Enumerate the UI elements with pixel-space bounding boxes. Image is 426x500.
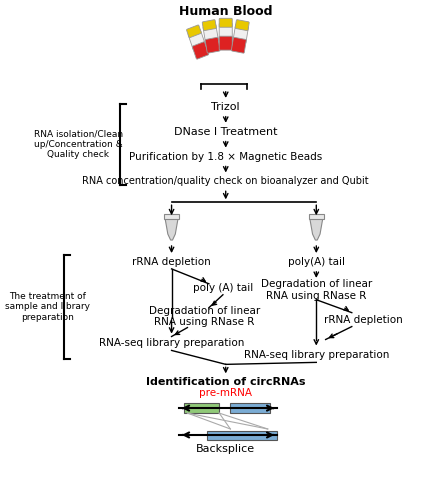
FancyBboxPatch shape xyxy=(233,24,248,44)
Text: rRNA depletion: rRNA depletion xyxy=(132,257,211,267)
Text: Degradation of linear
RNA using RNase R: Degradation of linear RNA using RNase R xyxy=(261,279,372,300)
Bar xyxy=(207,431,277,440)
Bar xyxy=(309,214,324,219)
FancyBboxPatch shape xyxy=(219,18,232,27)
Text: pre-mRNA: pre-mRNA xyxy=(199,388,252,398)
FancyBboxPatch shape xyxy=(219,24,232,40)
Polygon shape xyxy=(310,218,323,240)
Bar xyxy=(184,403,219,413)
FancyBboxPatch shape xyxy=(203,24,219,44)
FancyBboxPatch shape xyxy=(205,38,220,53)
Text: rRNA depletion: rRNA depletion xyxy=(324,314,403,324)
Bar xyxy=(230,403,270,413)
Text: poly(A) tail: poly(A) tail xyxy=(288,257,345,267)
Text: RNA-seq library preparation: RNA-seq library preparation xyxy=(99,338,244,348)
Text: Human Blood: Human Blood xyxy=(179,5,273,18)
FancyBboxPatch shape xyxy=(187,25,201,38)
Text: Trizol: Trizol xyxy=(211,102,240,112)
Text: poly (A) tail: poly (A) tail xyxy=(193,283,253,293)
Text: RNA isolation/Clean
up/Concentration &
Quality check: RNA isolation/Clean up/Concentration & Q… xyxy=(34,130,123,160)
Text: Backsplice: Backsplice xyxy=(196,444,255,454)
FancyBboxPatch shape xyxy=(202,20,216,30)
Text: DNase I Treatment: DNase I Treatment xyxy=(174,126,277,136)
FancyBboxPatch shape xyxy=(235,20,249,30)
FancyBboxPatch shape xyxy=(231,38,246,53)
Text: Purification by 1.8 × Magnetic Beads: Purification by 1.8 × Magnetic Beads xyxy=(129,152,322,162)
FancyBboxPatch shape xyxy=(192,42,209,59)
FancyBboxPatch shape xyxy=(219,36,232,50)
Text: Degradation of linear
RNA using RNase R: Degradation of linear RNA using RNase R xyxy=(149,306,260,328)
Text: The treatment of
sample and library
preparation: The treatment of sample and library prep… xyxy=(5,292,90,322)
Text: Identification of circRNAs: Identification of circRNAs xyxy=(146,378,305,388)
FancyBboxPatch shape xyxy=(188,30,205,50)
Text: RNA concentration/quality check on bioanalyzer and Qubit: RNA concentration/quality check on bioan… xyxy=(82,176,369,186)
Text: RNA-seq library preparation: RNA-seq library preparation xyxy=(244,350,389,360)
Bar xyxy=(164,214,179,219)
Polygon shape xyxy=(165,218,178,240)
